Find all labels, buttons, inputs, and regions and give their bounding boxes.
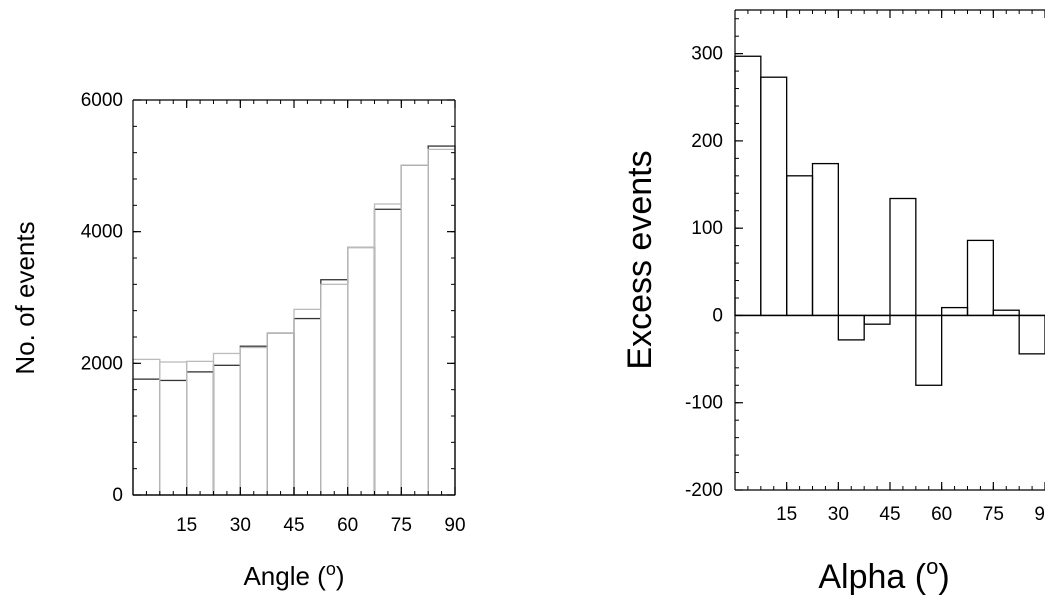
- bar-c1-s0-7: [320, 279, 349, 496]
- bar-c1-s0-11: [427, 145, 456, 496]
- bars-right: [734, 55, 1045, 386]
- y-tick-label-c2-1: -100: [685, 393, 723, 414]
- bar-c2-s0-10: [992, 309, 1020, 317]
- y-tick-label-c2-4: 200: [691, 131, 723, 152]
- y-axis-title-left: No. of events: [10, 221, 40, 374]
- bar-c1-s1-6: [293, 308, 322, 496]
- bar-c1-s1-7: [320, 283, 349, 496]
- x-tick-label-c2-5: 90: [1034, 504, 1045, 525]
- bars-left: [132, 145, 456, 496]
- bar-c1-s0-10: [400, 164, 429, 496]
- y-tick-label-c1-2: 4000: [81, 222, 123, 243]
- x-axis-title-left: Angle (o): [243, 559, 344, 591]
- bar-c1-s0-8: [347, 246, 376, 496]
- bar-c2-s0-9: [966, 239, 994, 317]
- x-axis-title-right: Alpha (o): [818, 554, 949, 596]
- x-tick-label-c1-0: 15: [176, 515, 197, 536]
- x-axis-title-right-unit: o: [926, 554, 938, 579]
- bar-c1-s1-1: [159, 361, 188, 496]
- bar-c1-s1-10: [400, 164, 429, 496]
- x-tick-label-c2-1: 30: [828, 504, 849, 525]
- bar-c1-s1-11: [427, 148, 456, 496]
- x-tick-label-c1-3: 60: [337, 515, 358, 536]
- bar-c1-s0-1: [159, 379, 188, 496]
- bar-c1-s1-9: [373, 203, 402, 496]
- bar-c2-s0-8: [941, 306, 969, 317]
- x-tick-label-c2-4: 75: [983, 504, 1004, 525]
- bar-c1-s0-6: [293, 317, 322, 496]
- tick-labels-right: -200 -100 0 100 200 300 15 30 45 60 75 90: [685, 44, 1045, 525]
- axes-right: [734, 9, 1045, 491]
- bar-c2-s0-1: [760, 76, 788, 317]
- x-tick-label-c2-0: 15: [776, 504, 797, 525]
- x-axis-title-right-main: Alpha (: [818, 558, 926, 596]
- bar-c1-s1-2: [186, 360, 215, 496]
- bar-c2-s0-5: [863, 314, 891, 325]
- bar-c1-s1-8: [347, 246, 376, 496]
- x-axis-title-left-close: ): [336, 561, 345, 591]
- bar-c2-s0-7: [915, 314, 943, 386]
- y-axis-title-right: Excess events: [621, 150, 659, 369]
- x-axis-title-left-unit: o: [326, 559, 336, 579]
- x-tick-label-c2-3: 60: [931, 504, 952, 525]
- y-tick-label-c1-1: 2000: [81, 353, 123, 374]
- x-tick-label-c2-2: 45: [879, 504, 900, 525]
- x-tick-label-c1-2: 45: [283, 515, 304, 536]
- y-tick-label-c2-0: -200: [685, 480, 723, 501]
- bar-c1-s1-3: [212, 352, 241, 496]
- x-axis-title-right-close: ): [938, 558, 949, 596]
- bar-c1-s0-2: [186, 371, 215, 496]
- bar-c2-s0-0: [734, 55, 762, 317]
- bar-c1-s0-5: [266, 332, 295, 496]
- tick-labels-left: 0 2000 4000 6000 15 30 45 60 75 90: [81, 90, 466, 536]
- bar-c1-s0-0: [132, 378, 161, 496]
- y-tick-label-c1-3: 6000: [81, 90, 123, 111]
- bar-c2-s0-11: [1018, 314, 1045, 355]
- x-tick-label-c1-4: 75: [391, 515, 412, 536]
- y-tick-label-c2-2: 0: [712, 305, 723, 326]
- y-tick-label-c2-5: 300: [691, 44, 723, 65]
- y-tick-label-c2-3: 100: [691, 218, 723, 239]
- bar-c2-s0-3: [811, 162, 839, 317]
- y-tick-label-c1-0: 0: [112, 485, 123, 506]
- x-axis-title-left-main: Angle (: [243, 561, 326, 591]
- x-tick-label-c1-5: 90: [444, 515, 465, 536]
- bar-c1-s0-3: [212, 364, 241, 496]
- bar-c2-s0-6: [889, 197, 917, 317]
- chart-right: -200 -100 0 100 200 300 15 30 45 60 75 90 Excess ev…: [621, 9, 1045, 596]
- bar-c1-s0-4: [239, 345, 268, 496]
- bar-c1-s1-5: [266, 332, 295, 496]
- bar-c1-s0-9: [373, 208, 402, 496]
- axes-left: [132, 99, 456, 496]
- x-tick-label-c1-1: 30: [230, 515, 251, 536]
- bar-c1-s1-4: [239, 346, 268, 496]
- bar-c2-s0-2: [786, 175, 814, 317]
- bar-c2-s0-4: [837, 314, 865, 341]
